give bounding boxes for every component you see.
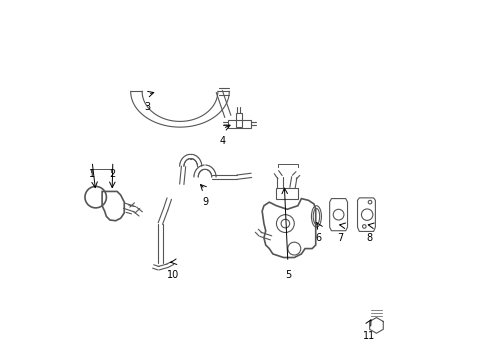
Text: 1: 1 <box>89 169 95 179</box>
Text: 6: 6 <box>315 233 321 243</box>
Text: 10: 10 <box>167 270 179 280</box>
Bar <box>228 120 251 128</box>
Text: 7: 7 <box>338 233 344 243</box>
Text: 2: 2 <box>110 169 116 179</box>
Text: 5: 5 <box>285 270 291 280</box>
Text: 4: 4 <box>220 136 226 147</box>
Text: 9: 9 <box>202 197 208 207</box>
Text: 11: 11 <box>363 331 375 341</box>
Text: 3: 3 <box>145 102 151 112</box>
Bar <box>236 113 242 127</box>
Text: 8: 8 <box>366 233 372 243</box>
